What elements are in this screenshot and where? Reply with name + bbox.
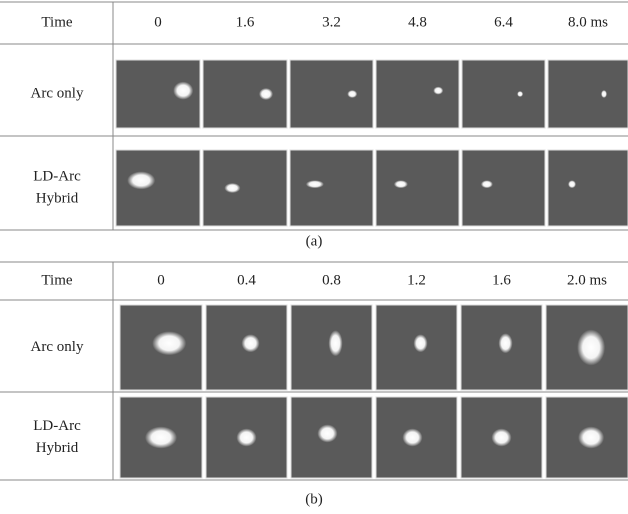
time-label: 0	[157, 272, 165, 288]
arc-blob	[306, 180, 324, 188]
arc-blob	[317, 424, 337, 442]
time-label: 0.4	[237, 272, 256, 288]
row-label: Hybrid	[36, 190, 79, 206]
caption: (a)	[306, 233, 323, 249]
arc-blob	[173, 82, 193, 100]
frame-image	[376, 60, 459, 128]
arc-blob	[601, 90, 607, 98]
header-label: Time	[41, 14, 72, 30]
time-label: 0.8	[322, 272, 341, 288]
time-label: 8.0 ms	[568, 14, 608, 30]
frame-image	[462, 60, 545, 128]
frame-image	[116, 150, 200, 226]
arc-blob	[329, 330, 343, 356]
frame-image	[376, 150, 459, 226]
arc-blob	[242, 334, 260, 352]
row-label: Arc only	[31, 85, 84, 101]
arc-blob	[127, 171, 155, 189]
arc-blob	[517, 91, 523, 97]
arc-blob	[577, 330, 605, 366]
arc-blob	[402, 429, 422, 447]
frame-image	[290, 150, 373, 226]
time-label: 1.6	[492, 272, 511, 288]
arc-blob	[433, 87, 443, 95]
arc-blob	[224, 183, 240, 193]
arc-blob	[492, 429, 512, 447]
frame-image	[203, 150, 287, 226]
frame-image	[203, 60, 287, 128]
arc-blob	[259, 88, 273, 100]
arc-blob	[237, 429, 257, 447]
time-label: 2.0 ms	[567, 272, 607, 288]
time-label: 1.2	[407, 272, 426, 288]
frame-image	[290, 60, 373, 128]
arc-blob	[394, 180, 408, 188]
arc-blob	[499, 333, 513, 353]
time-label: 0	[154, 14, 162, 30]
time-label: 1.6	[236, 14, 255, 30]
arc-blob	[568, 180, 576, 188]
header-label: Time	[41, 272, 72, 288]
time-label: 3.2	[322, 14, 341, 30]
row-label: Arc only	[31, 339, 84, 355]
arc-blob	[414, 334, 428, 352]
arc-blob	[347, 90, 357, 98]
time-label: 6.4	[494, 14, 513, 30]
arc-blob	[578, 427, 604, 449]
row-label: Hybrid	[36, 440, 79, 456]
row-label: LD-Arc	[33, 168, 81, 184]
frame-image	[548, 150, 628, 226]
time-label: 4.8	[408, 14, 427, 30]
caption: (b)	[305, 491, 323, 507]
figure: Time 0 1.6 3.2 4.8 6.4 8.0 ms Arc only LD-Arc Hyb…	[0, 0, 628, 514]
frame-image	[548, 60, 628, 128]
arc-blob	[481, 180, 493, 188]
arc-blob	[145, 427, 177, 449]
row-label: LD-Arc	[33, 418, 81, 434]
arc-blob	[152, 331, 186, 355]
frame-image	[462, 150, 545, 226]
